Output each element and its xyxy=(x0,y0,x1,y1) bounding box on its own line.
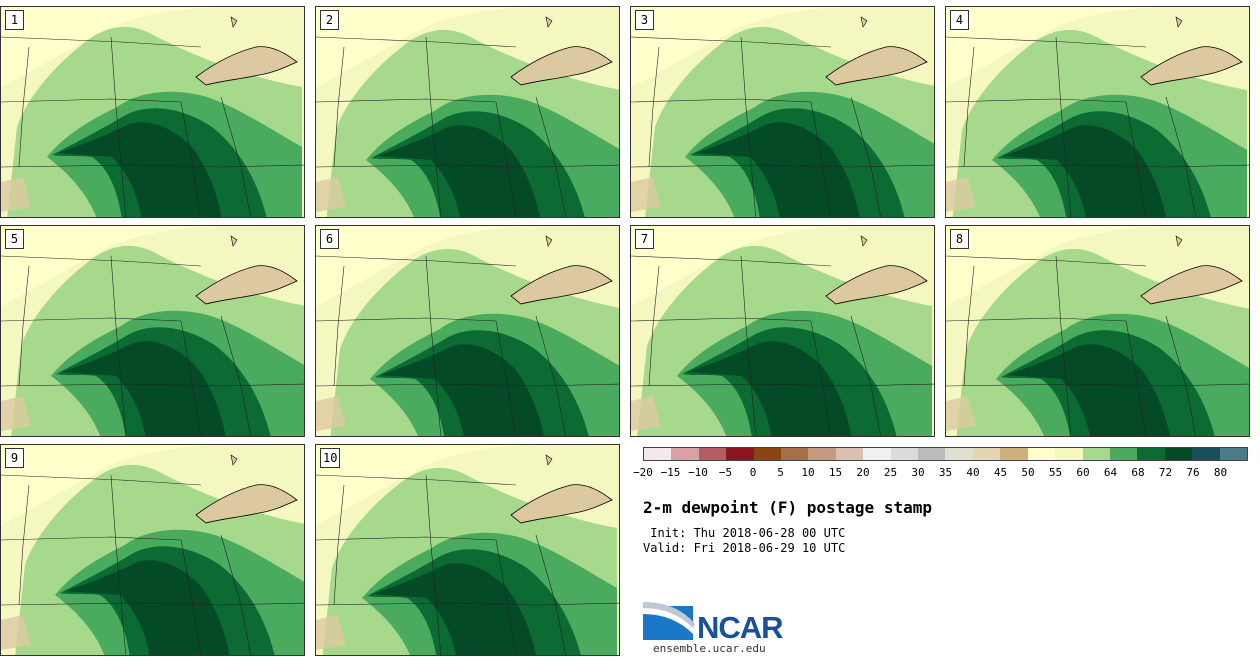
postage-stamp-panel-8: 8 xyxy=(945,225,1250,437)
colorbar-swatch xyxy=(698,448,727,460)
colorbar-tick-label: 64 xyxy=(1103,466,1118,479)
colorbar-swatch xyxy=(1164,448,1193,460)
ncar-logo-text: NCAR xyxy=(697,610,784,645)
postage-stamp-panel-2: 2 xyxy=(315,6,620,218)
panel-number-label: 2 xyxy=(320,10,339,30)
colorbar-tick-label: 25 xyxy=(883,466,898,479)
colorbar-swatch xyxy=(1109,448,1138,460)
colorbar-swatch xyxy=(1027,448,1056,460)
dewpoint-map xyxy=(1,445,304,655)
dewpoint-map xyxy=(316,226,619,436)
colorbar-tick-label: 55 xyxy=(1048,466,1063,479)
colorbar-tick-label: 40 xyxy=(966,466,980,479)
colorbar-swatch xyxy=(644,448,672,460)
postage-stamp-panel-3: 3 xyxy=(630,6,935,218)
dewpoint-map xyxy=(631,7,934,217)
colorbar-swatch xyxy=(945,448,973,460)
colorbar-tick-label: 5 xyxy=(777,466,784,479)
colorbar-swatch xyxy=(1219,448,1247,460)
panel-number-label: 5 xyxy=(5,229,24,249)
postage-stamp-panel-9: 9 xyxy=(0,444,305,656)
ncar-logo-icon xyxy=(643,602,695,640)
ensemble-url: ensemble.ucar.edu xyxy=(653,642,766,655)
panel-number-label: 10 xyxy=(320,448,341,468)
colorbar-tick-label: −15 xyxy=(660,466,681,479)
colorbar-swatch xyxy=(863,448,891,460)
init-time: Init: Thu 2018-06-28 00 UTC xyxy=(643,526,846,540)
colorbar-swatch xyxy=(918,448,946,460)
colorbar-swatch xyxy=(726,448,754,460)
panel-number-label: 8 xyxy=(950,229,969,249)
colorbar-swatch xyxy=(835,448,864,460)
colorbar-swatch xyxy=(1000,448,1028,460)
colorbar-ticks: −20 −15 −10 −5 0 5 10 15 20 25 30 35 40 45 50 55 60 64 68 7… xyxy=(633,466,1248,480)
dewpoint-map xyxy=(316,7,619,217)
colorbar-swatch xyxy=(972,448,1001,460)
dewpoint-map xyxy=(1,226,304,436)
colorbar-swatch xyxy=(1055,448,1083,460)
postage-stamp-panel-5: 5 xyxy=(0,225,305,437)
colorbar-swatch xyxy=(671,448,699,460)
postage-stamp-panel-4: 4 xyxy=(945,6,1250,218)
dewpoint-map xyxy=(946,7,1249,217)
panel-number-label: 1 xyxy=(5,10,24,30)
panel-number-label: 4 xyxy=(950,10,969,30)
postage-stamp-panel-6: 6 xyxy=(315,225,620,437)
colorbar-tick-label: 72 xyxy=(1158,466,1173,479)
colorbar-tick-label: −10 xyxy=(688,466,708,479)
colorbar-swatch xyxy=(808,448,836,460)
postage-stamp-panel-10: 10 xyxy=(315,444,620,656)
dewpoint-map xyxy=(631,226,934,436)
colorbar-swatch xyxy=(1082,448,1110,460)
dewpoint-map xyxy=(316,445,619,655)
colorbar-tick-label: 60 xyxy=(1076,466,1090,479)
colorbar-tick-label: 30 xyxy=(911,466,925,479)
colorbar-tick-label: 0 xyxy=(749,466,757,479)
panel-number-label: 6 xyxy=(320,229,339,249)
valid-time: Valid: Fri 2018-06-29 10 UTC xyxy=(643,541,846,555)
colorbar-tick-label: 80 xyxy=(1213,466,1228,479)
colorbar-swatch xyxy=(1137,448,1165,460)
colorbar-swatch xyxy=(1192,448,1220,460)
colorbar-tick-label: 15 xyxy=(828,466,843,479)
colorbar-tick-label: 10 xyxy=(801,466,815,479)
postage-stamp-panel-7: 7 xyxy=(630,225,935,437)
panel-number-label: 3 xyxy=(635,10,654,30)
colorbar-tick-label: 45 xyxy=(993,466,1008,479)
panel-number-label: 7 xyxy=(635,229,654,249)
panel-number-label: 9 xyxy=(5,448,24,468)
dewpoint-map xyxy=(946,226,1249,436)
colorbar-swatch xyxy=(781,448,809,460)
colorbar-tick-label: 50 xyxy=(1021,466,1035,479)
colorbar xyxy=(643,447,1248,461)
postage-stamp-panel-1: 1 xyxy=(0,6,305,218)
colorbar-tick-label: −20 xyxy=(633,466,653,479)
colorbar-tick-label: 35 xyxy=(938,466,953,479)
chart-title: 2-m dewpoint (F) postage stamp xyxy=(643,498,932,517)
colorbar-swatch xyxy=(890,448,919,460)
colorbar-tick-label: 68 xyxy=(1131,466,1145,479)
dewpoint-map xyxy=(1,7,304,217)
colorbar-tick-label: 76 xyxy=(1186,466,1200,479)
colorbar-tick-label: 20 xyxy=(856,466,870,479)
colorbar-tick-label: −5 xyxy=(718,466,733,479)
colorbar-swatch xyxy=(753,448,782,460)
